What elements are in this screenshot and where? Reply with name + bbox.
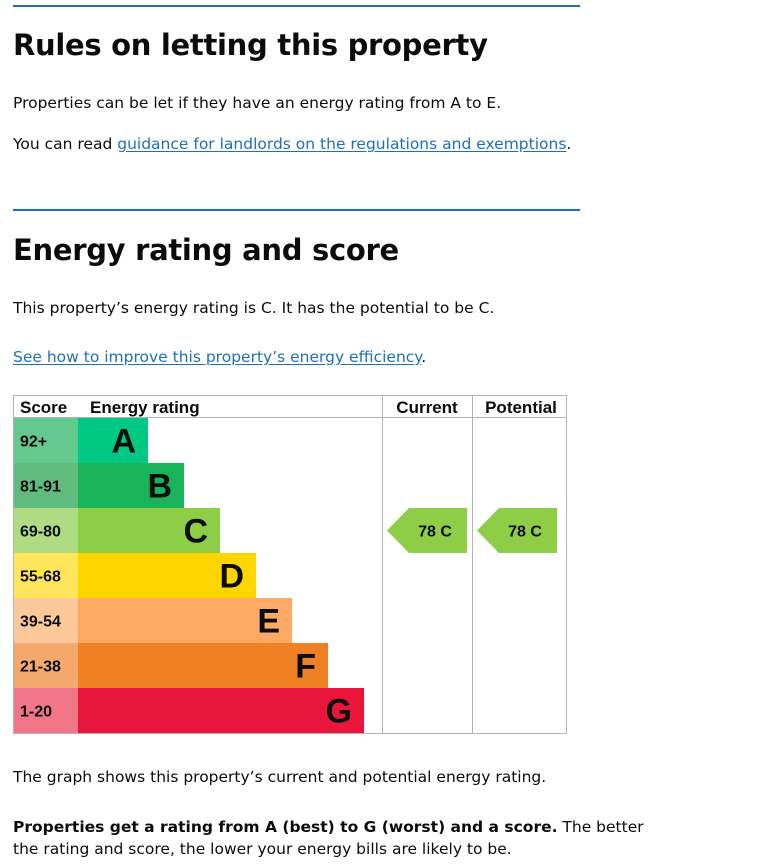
guidance-paragraph: You can read guidance for landlords on t… — [13, 133, 571, 155]
score-range-d: 55-68 — [20, 569, 61, 586]
rating-explanation-bold: Properties get a rating from A (best) to… — [13, 818, 558, 836]
rating-letter-e: E — [257, 603, 280, 641]
header-potential: Potential — [485, 398, 557, 417]
rating-letter-f: F — [295, 648, 316, 686]
header-score: Score — [20, 398, 67, 417]
rating-bar-d — [78, 553, 256, 598]
score-cell-d — [14, 553, 78, 598]
letting-rules-heading: Rules on letting this property — [13, 28, 488, 62]
rating-letter-a: A — [111, 423, 136, 461]
header-energy-rating: Energy rating — [90, 398, 200, 417]
score-cell-a — [14, 418, 78, 463]
header-current: Current — [396, 398, 458, 417]
rating-explanation-rest: The better — [557, 818, 644, 836]
current-rating-arrow — [387, 508, 467, 553]
chart-frame — [13, 395, 567, 734]
score-cell-e — [14, 598, 78, 643]
potential-rating-arrow-label: 78 C — [508, 524, 542, 541]
energy-rating-heading: Energy rating and score — [13, 233, 399, 267]
rating-letter-g: G — [326, 693, 352, 731]
score-cell-f — [14, 643, 78, 688]
rating-bar-e — [78, 598, 292, 643]
score-range-a: 92+ — [20, 434, 47, 451]
score-range-c: 69-80 — [20, 524, 61, 541]
guidance-link[interactable]: guidance for landlords on the regulation… — [117, 135, 567, 153]
score-range-e: 39-54 — [20, 614, 61, 631]
score-cell-b — [14, 463, 78, 508]
score-range-b: 81-91 — [20, 479, 61, 496]
score-cell-g — [14, 688, 78, 733]
rating-bar-b — [78, 463, 184, 508]
rating-explanation: Properties get a rating from A (best) to… — [13, 816, 644, 838]
score-range-g: 1-20 — [20, 704, 52, 721]
rating-bar-a — [78, 418, 148, 463]
potential-rating-arrow — [477, 508, 557, 553]
letting-rules-text: Properties can be let if they have an en… — [13, 94, 502, 112]
improve-paragraph: See how to improve this property’s energ… — [13, 346, 426, 368]
rating-letter-c: C — [183, 513, 208, 551]
improve-efficiency-link[interactable]: See how to improve this property’s energ… — [13, 348, 422, 366]
rating-letter-d: D — [219, 558, 244, 596]
section-divider-top — [13, 5, 580, 7]
rating-explanation-line2: the rating and score, the lower your ene… — [13, 840, 512, 858]
rating-bar-c — [78, 508, 220, 553]
rating-letter-b: B — [147, 468, 172, 506]
section-divider — [13, 209, 580, 211]
graph-description: The graph shows this property’s current … — [13, 768, 547, 786]
score-cell-c — [14, 508, 78, 553]
energy-rating-summary: This property’s energy rating is C. It h… — [13, 299, 495, 317]
score-range-f: 21-38 — [20, 659, 61, 676]
current-rating-arrow-label: 78 C — [418, 524, 452, 541]
rating-bar-f — [78, 643, 328, 688]
improve-suffix: . — [421, 348, 427, 366]
rating-bar-g — [78, 688, 364, 733]
guidance-suffix: . — [566, 135, 572, 153]
guidance-prefix: You can read — [13, 135, 118, 153]
